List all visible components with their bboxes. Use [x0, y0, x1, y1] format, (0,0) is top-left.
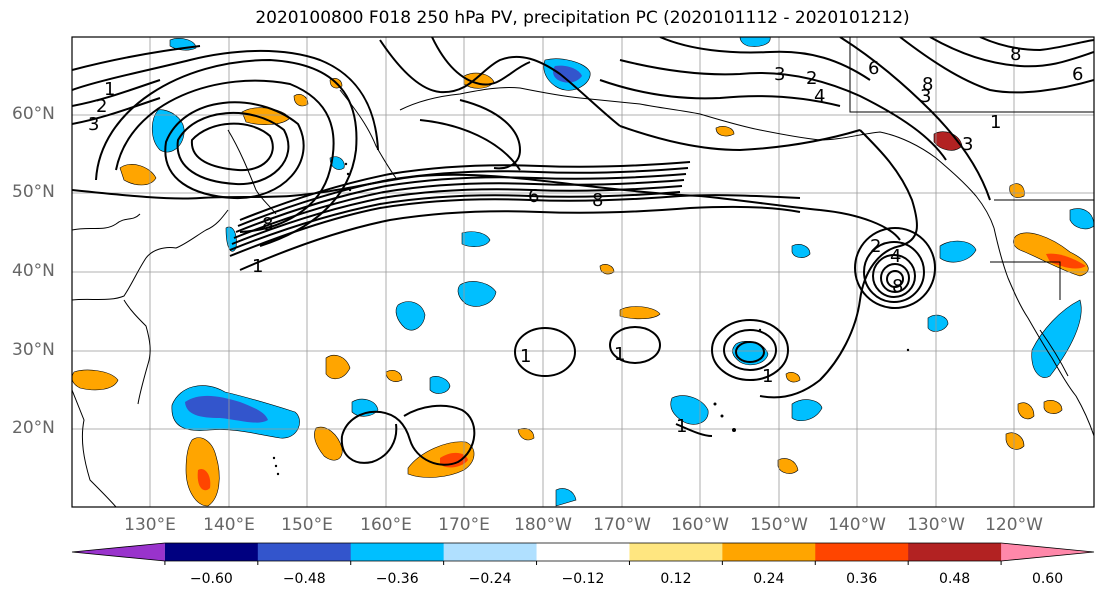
contour-label-8: 8 — [592, 190, 603, 211]
colorbar-tick-label: 0.24 — [753, 571, 785, 587]
lon-label-170e: 170°E — [438, 515, 490, 535]
lat-label-40n: 40°N — [12, 261, 55, 281]
lon-label-140e: 140°E — [203, 515, 255, 535]
colorbar-tick-label: −0.36 — [375, 571, 419, 587]
contour-label-6c: 6 — [868, 58, 879, 79]
colorbar-segment — [164, 543, 259, 561]
contour-label-1d: 1 — [614, 344, 625, 365]
colorbar-segment — [1001, 543, 1094, 561]
lat-label-30n: 30°N — [12, 340, 55, 360]
contour-label-2: 2 — [96, 96, 107, 117]
colorbar-tick-label: 0.36 — [846, 571, 878, 587]
colorbar-tick-label: −0.48 — [282, 571, 326, 587]
contour-label-3d: 3 — [920, 86, 931, 107]
figure-title: 2020100800 F018 250 hPa PV, precipitatio… — [255, 8, 910, 28]
contour-label-4: 4 — [814, 86, 825, 107]
lon-label-160w: 160°W — [671, 515, 729, 535]
lon-label-150w: 150°W — [750, 515, 808, 535]
colorbar-segment — [350, 543, 445, 561]
contour-label-8b: 8 — [262, 214, 273, 235]
colorbar-tick-label: −0.12 — [561, 571, 605, 587]
contour-label-1c: 1 — [520, 346, 531, 367]
lon-label-120w: 120°W — [985, 515, 1043, 535]
map-frame — [71, 36, 1095, 508]
lon-label-130w: 130°W — [907, 515, 965, 535]
contour-label-2c: 2 — [870, 236, 881, 257]
lon-label-150e: 150°E — [281, 515, 333, 535]
colorbar-tick-label: 0.60 — [1031, 571, 1064, 587]
colorbar-tick-label: 0.12 — [660, 571, 692, 587]
lon-label-170w: 170°W — [593, 515, 651, 535]
lon-label-180w: 180°W — [514, 515, 572, 535]
contour-labels: 1 2 3 2 3 4 8 6 8 1 1 1 1 1 2 4 8 3 3 8 … — [88, 44, 1083, 437]
contour-label-6: 6 — [528, 186, 539, 207]
precipitation-shading — [72, 37, 1094, 507]
colorbar-segment — [257, 543, 352, 561]
contour-label-6b: 6 — [1072, 64, 1083, 85]
contour-label-8d: 8 — [922, 74, 933, 95]
contour-label-8e: 8 — [1010, 44, 1021, 65]
coastlines — [72, 37, 1094, 507]
colorbar-segment — [722, 543, 816, 561]
lon-label-130e: 130°E — [124, 515, 176, 535]
contour-label-3b: 3 — [774, 64, 785, 85]
colorbar-segment — [536, 543, 630, 561]
colorbar-segment — [72, 543, 165, 561]
colorbar-segment — [443, 543, 538, 561]
colorbar-tick-label: −0.60 — [189, 571, 233, 587]
contour-label-3: 3 — [88, 114, 99, 135]
colorbar-segment — [908, 543, 1002, 561]
contour-label-1f: 1 — [676, 416, 687, 437]
pv-contours — [72, 37, 1094, 466]
colorbar-tick-label: 0.48 — [939, 571, 971, 587]
lat-label-20n: 20°N — [12, 418, 55, 438]
colorbar-tick-label: −0.24 — [468, 571, 512, 587]
contour-label-1e: 1 — [762, 366, 773, 387]
colorbar — [71, 542, 1095, 565]
lat-label-60n: 60°N — [12, 104, 55, 124]
colorbar-segment — [815, 543, 909, 561]
contour-label-1: 1 — [104, 79, 115, 100]
contour-label-2b: 2 — [806, 68, 817, 89]
contour-label-1g: 1 — [990, 112, 1001, 133]
graticule — [72, 37, 1094, 507]
contour-label-4b: 4 — [890, 246, 901, 267]
lon-label-140w: 140°W — [828, 515, 886, 535]
colorbar-segment — [629, 543, 723, 561]
contour-label-3c: 3 — [962, 134, 973, 155]
lon-label-160e: 160°E — [360, 515, 412, 535]
contour-label-1b: 1 — [252, 256, 263, 277]
contour-label-8c: 8 — [892, 276, 903, 297]
lat-label-50n: 50°N — [12, 182, 55, 202]
